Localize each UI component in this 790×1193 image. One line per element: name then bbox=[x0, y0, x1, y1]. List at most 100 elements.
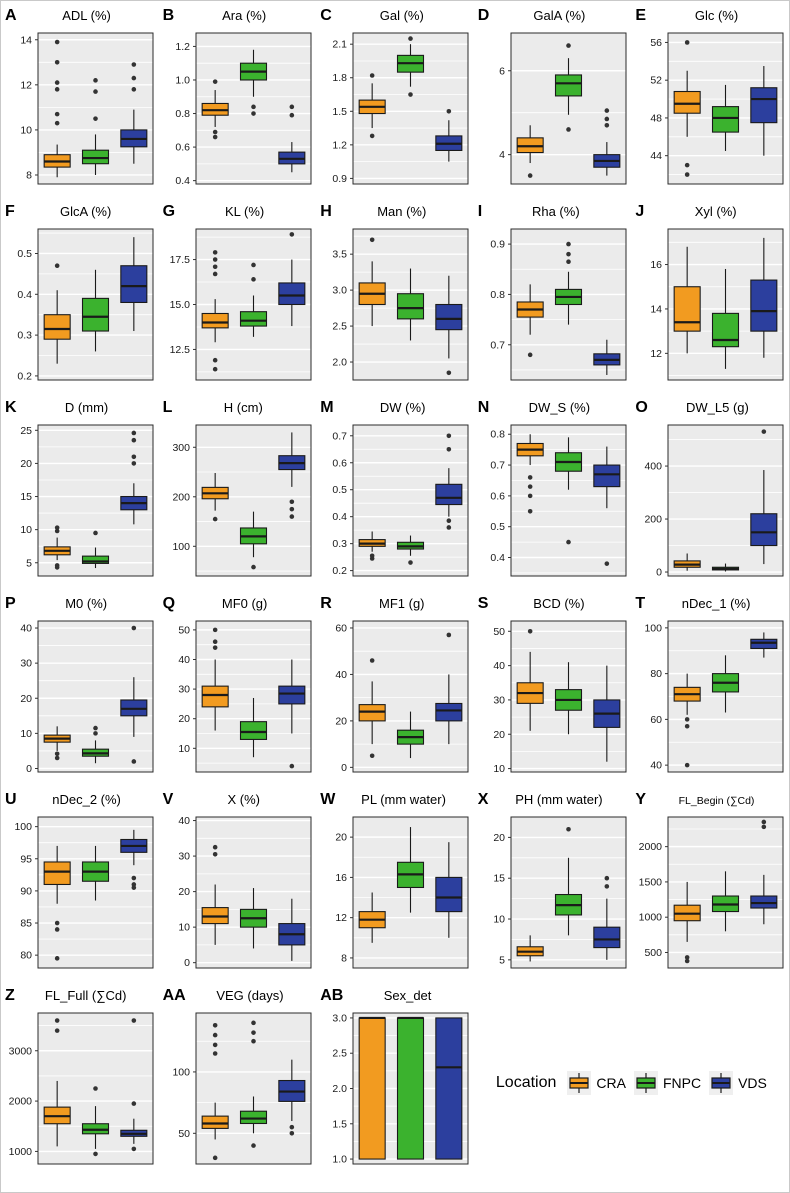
svg-text:10: 10 bbox=[20, 524, 32, 536]
svg-text:20: 20 bbox=[20, 693, 32, 705]
svg-text:10: 10 bbox=[178, 922, 190, 934]
svg-text:12: 12 bbox=[336, 912, 348, 924]
legend-item-vds: VDS bbox=[708, 1070, 767, 1096]
svg-text:0.6: 0.6 bbox=[490, 490, 505, 502]
svg-text:500: 500 bbox=[645, 947, 663, 959]
svg-text:80: 80 bbox=[651, 668, 663, 680]
panel-V: V X (%) 0 10 20 30 40 bbox=[159, 789, 317, 985]
svg-text:0.8: 0.8 bbox=[490, 289, 505, 301]
svg-text:0.5: 0.5 bbox=[17, 248, 32, 260]
boxplot-E: 44 48 52 56 bbox=[651, 32, 784, 185]
panel-title-J: Xyl (%) bbox=[694, 204, 737, 219]
panel-letter-W: W bbox=[320, 791, 336, 808]
svg-text:50: 50 bbox=[178, 624, 190, 636]
boxplot-T: 40 60 80 100 bbox=[645, 620, 784, 773]
panel-letter-Y: Y bbox=[635, 791, 647, 808]
svg-text:20: 20 bbox=[178, 713, 190, 725]
svg-text:30: 30 bbox=[20, 658, 32, 670]
panel-I: I Rha (%) 0.7 0.8 0.9 bbox=[474, 201, 632, 397]
panel-title-L: H (cm) bbox=[223, 400, 263, 415]
panel-title-AB: Sex_det bbox=[383, 988, 432, 1003]
svg-text:56: 56 bbox=[651, 37, 663, 49]
panel-title-E: Glc (%) bbox=[694, 8, 739, 23]
panel-letter-D: D bbox=[477, 7, 490, 24]
panel-K: K D (mm) 5 10 15 20 25 bbox=[1, 397, 159, 593]
svg-text:0: 0 bbox=[184, 957, 190, 969]
panel-title-K: D (mm) bbox=[64, 400, 109, 415]
boxplot-I: 0.7 0.8 0.9 bbox=[490, 228, 627, 381]
svg-text:15: 15 bbox=[20, 491, 32, 503]
panel-letter-P: P bbox=[5, 595, 16, 612]
svg-text:10: 10 bbox=[178, 743, 190, 755]
panel-title-Q: MF0 (g) bbox=[221, 596, 268, 611]
panel-E: E Glc (%) 44 48 52 56 bbox=[631, 5, 789, 201]
svg-text:200: 200 bbox=[645, 514, 663, 526]
svg-text:0.4: 0.4 bbox=[17, 289, 32, 301]
svg-text:2000: 2000 bbox=[639, 841, 663, 853]
panel-title-D: GalA (%) bbox=[533, 8, 586, 23]
panel-letter-K: K bbox=[5, 399, 17, 416]
svg-text:25: 25 bbox=[20, 425, 32, 437]
panel-letter-X: X bbox=[477, 791, 489, 808]
svg-text:52: 52 bbox=[651, 75, 663, 87]
boxplot-Q: 10 20 30 40 50 bbox=[178, 620, 312, 773]
panel-title-H: Man (%) bbox=[377, 204, 427, 219]
svg-text:8: 8 bbox=[341, 952, 347, 964]
svg-text:2.0: 2.0 bbox=[333, 1083, 348, 1095]
svg-text:0.8: 0.8 bbox=[175, 108, 190, 120]
panel-F: F GlcA (%) 0.2 0.3 0.4 0.5 bbox=[1, 201, 159, 397]
panel-title-F: GlcA (%) bbox=[60, 204, 112, 219]
svg-text:10: 10 bbox=[493, 763, 505, 775]
svg-text:40: 40 bbox=[20, 623, 32, 635]
svg-text:0.6: 0.6 bbox=[175, 142, 190, 154]
svg-text:4: 4 bbox=[499, 149, 505, 161]
panel-Q: Q MF0 (g) 10 20 30 40 50 bbox=[159, 593, 317, 789]
svg-text:1500: 1500 bbox=[639, 876, 663, 888]
boxplot-G: 12.5 15.0 17.5 bbox=[169, 228, 312, 381]
svg-text:6: 6 bbox=[499, 65, 505, 77]
svg-text:16: 16 bbox=[336, 872, 348, 884]
panel-Z: Z FL_Full (∑Cd) 1000 2000 3000 bbox=[1, 985, 159, 1181]
boxplot-Z: 1000 2000 3000 bbox=[9, 1012, 154, 1165]
panel-letter-E: E bbox=[635, 7, 647, 24]
svg-text:0.7: 0.7 bbox=[333, 430, 348, 442]
svg-text:44: 44 bbox=[651, 150, 663, 162]
panel-title-T: nDec_1 (%) bbox=[681, 596, 751, 611]
svg-text:95: 95 bbox=[20, 853, 32, 865]
svg-text:2000: 2000 bbox=[9, 1096, 33, 1108]
boxplot-X: 5 10 15 20 bbox=[493, 816, 627, 969]
svg-text:1.5: 1.5 bbox=[333, 1118, 348, 1130]
svg-text:50: 50 bbox=[178, 1128, 190, 1140]
panel-M: M DW (%) 0.2 0.3 0.4 0.5 0.6 0.7 bbox=[316, 397, 474, 593]
panel-W: W PL (mm water) 8 12 16 20 bbox=[316, 789, 474, 985]
svg-text:5: 5 bbox=[499, 954, 505, 966]
boxplot-C: 0.9 1.2 1.5 1.8 2.1 bbox=[333, 32, 469, 185]
panel-D: D GalA (%) 4 6 bbox=[474, 5, 632, 201]
svg-text:20: 20 bbox=[178, 886, 190, 898]
svg-text:0: 0 bbox=[341, 762, 347, 774]
panel-O: O DW_L5 (g) 0 200 400 bbox=[631, 397, 789, 593]
panel-title-G: KL (%) bbox=[224, 204, 265, 219]
panel-title-S: BCD (%) bbox=[533, 596, 585, 611]
svg-text:300: 300 bbox=[172, 442, 190, 454]
panel-J: J Xyl (%) 12 14 16 bbox=[631, 201, 789, 397]
panel-letter-C: C bbox=[320, 7, 332, 24]
panel-letter-T: T bbox=[635, 595, 646, 612]
legend-label-fnpc: FNPC bbox=[662, 1075, 702, 1091]
svg-text:60: 60 bbox=[336, 622, 348, 634]
boxplot-AA: 50 100 bbox=[172, 1012, 312, 1165]
svg-text:3000: 3000 bbox=[9, 1045, 33, 1057]
panel-letter-H: H bbox=[320, 203, 332, 220]
panel-title-M: DW (%) bbox=[379, 400, 426, 415]
svg-text:50: 50 bbox=[493, 626, 505, 638]
panel-letter-Z: Z bbox=[5, 987, 15, 1004]
boxplot-H: 2.0 2.5 3.0 3.5 bbox=[333, 228, 469, 381]
panel-title-R: MF1 (g) bbox=[379, 596, 425, 611]
panel-title-O: DW_L5 (g) bbox=[685, 400, 749, 415]
panel-title-Z: FL_Full (∑Cd) bbox=[44, 988, 127, 1003]
svg-text:12: 12 bbox=[651, 348, 663, 360]
svg-text:1000: 1000 bbox=[9, 1146, 33, 1158]
svg-text:30: 30 bbox=[178, 684, 190, 696]
